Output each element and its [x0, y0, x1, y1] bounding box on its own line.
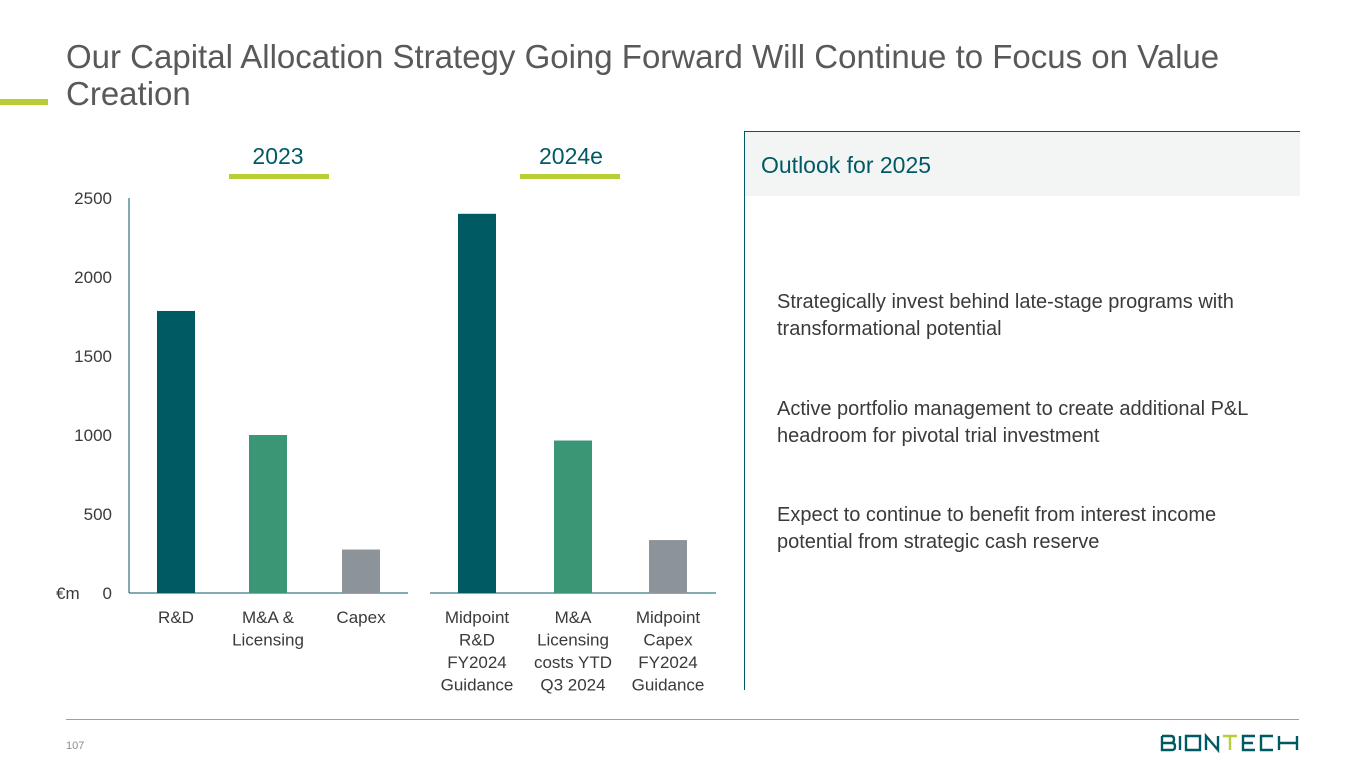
category-label-line: Licensing — [537, 631, 609, 650]
title-accent-bar — [0, 99, 48, 105]
category-label-line: M&A — [555, 608, 593, 627]
outlook-bullet-2: Active portfolio management to create ad… — [777, 398, 1248, 447]
category-label-line: costs YTD — [534, 653, 612, 672]
bar — [249, 435, 287, 593]
bar — [157, 310, 195, 593]
category-label-line: FY2024 — [638, 653, 698, 672]
category-label-line: Capex — [336, 608, 386, 627]
category-label: M&A & Licensing — [232, 608, 304, 650]
category-label-line: Licensing — [232, 631, 304, 650]
y-tick-label: 1000 — [74, 426, 112, 445]
capital-allocation-chart: 0 500 1000 1500 2000 2500 €m R&D M&A & Licensing C… — [56, 189, 716, 695]
category-label-line: M&A & — [242, 608, 295, 627]
category-label: Midpoint R&D FY2024 Guidance — [441, 608, 514, 695]
footer-divider — [66, 719, 1299, 720]
category-label: M&A Licensing costs YTD Q3 2024 — [534, 608, 612, 695]
category-label: R&D — [158, 608, 194, 627]
y-tick-label: 0 — [103, 584, 112, 603]
biontech-logo — [1160, 733, 1299, 754]
group-label-2024e: 2024e — [539, 143, 603, 169]
category-label-line: Midpoint — [636, 608, 701, 627]
y-tick-label: 2000 — [74, 268, 112, 287]
outlook-header: Outlook for 2025 — [745, 132, 1300, 196]
outlook-bullet-3: Expect to continue to benefit from inter… — [777, 504, 1217, 553]
category-label-line: Guidance — [632, 676, 705, 695]
category-label: Capex — [336, 608, 386, 627]
bar — [458, 213, 496, 594]
category-label-line: FY2024 — [447, 653, 507, 672]
category-label-line: Guidance — [441, 676, 514, 695]
y-unit-label: €m — [56, 584, 80, 603]
outlook-bullet-1: Strategically invest behind late-stage p… — [777, 291, 1234, 340]
page-number: 107 — [66, 740, 85, 752]
outlook-panel: Outlook for 2025 Strategically invest be… — [744, 131, 1300, 690]
y-tick-label: 500 — [84, 505, 112, 524]
outlook-title: Outlook for 2025 — [761, 152, 932, 178]
bar — [554, 440, 592, 593]
group-underline-2024e — [520, 174, 620, 179]
y-tick-label: 1500 — [74, 347, 112, 366]
y-tick-label: 2500 — [74, 189, 112, 208]
category-label: Midpoint Capex FY2024 Guidance — [632, 608, 705, 695]
group-underline-2023 — [229, 174, 329, 179]
category-label-line: Midpoint — [445, 608, 510, 627]
bar — [342, 549, 380, 593]
category-label-line: R&D — [459, 631, 495, 650]
category-label-line: R&D — [158, 608, 194, 627]
page-title: Our Capital Allocation Strategy Going Fo… — [66, 38, 1220, 112]
group-label-2023: 2023 — [252, 143, 304, 169]
category-label-line: Q3 2024 — [540, 676, 605, 695]
bar — [649, 540, 687, 593]
category-label-line: Capex — [643, 631, 693, 650]
